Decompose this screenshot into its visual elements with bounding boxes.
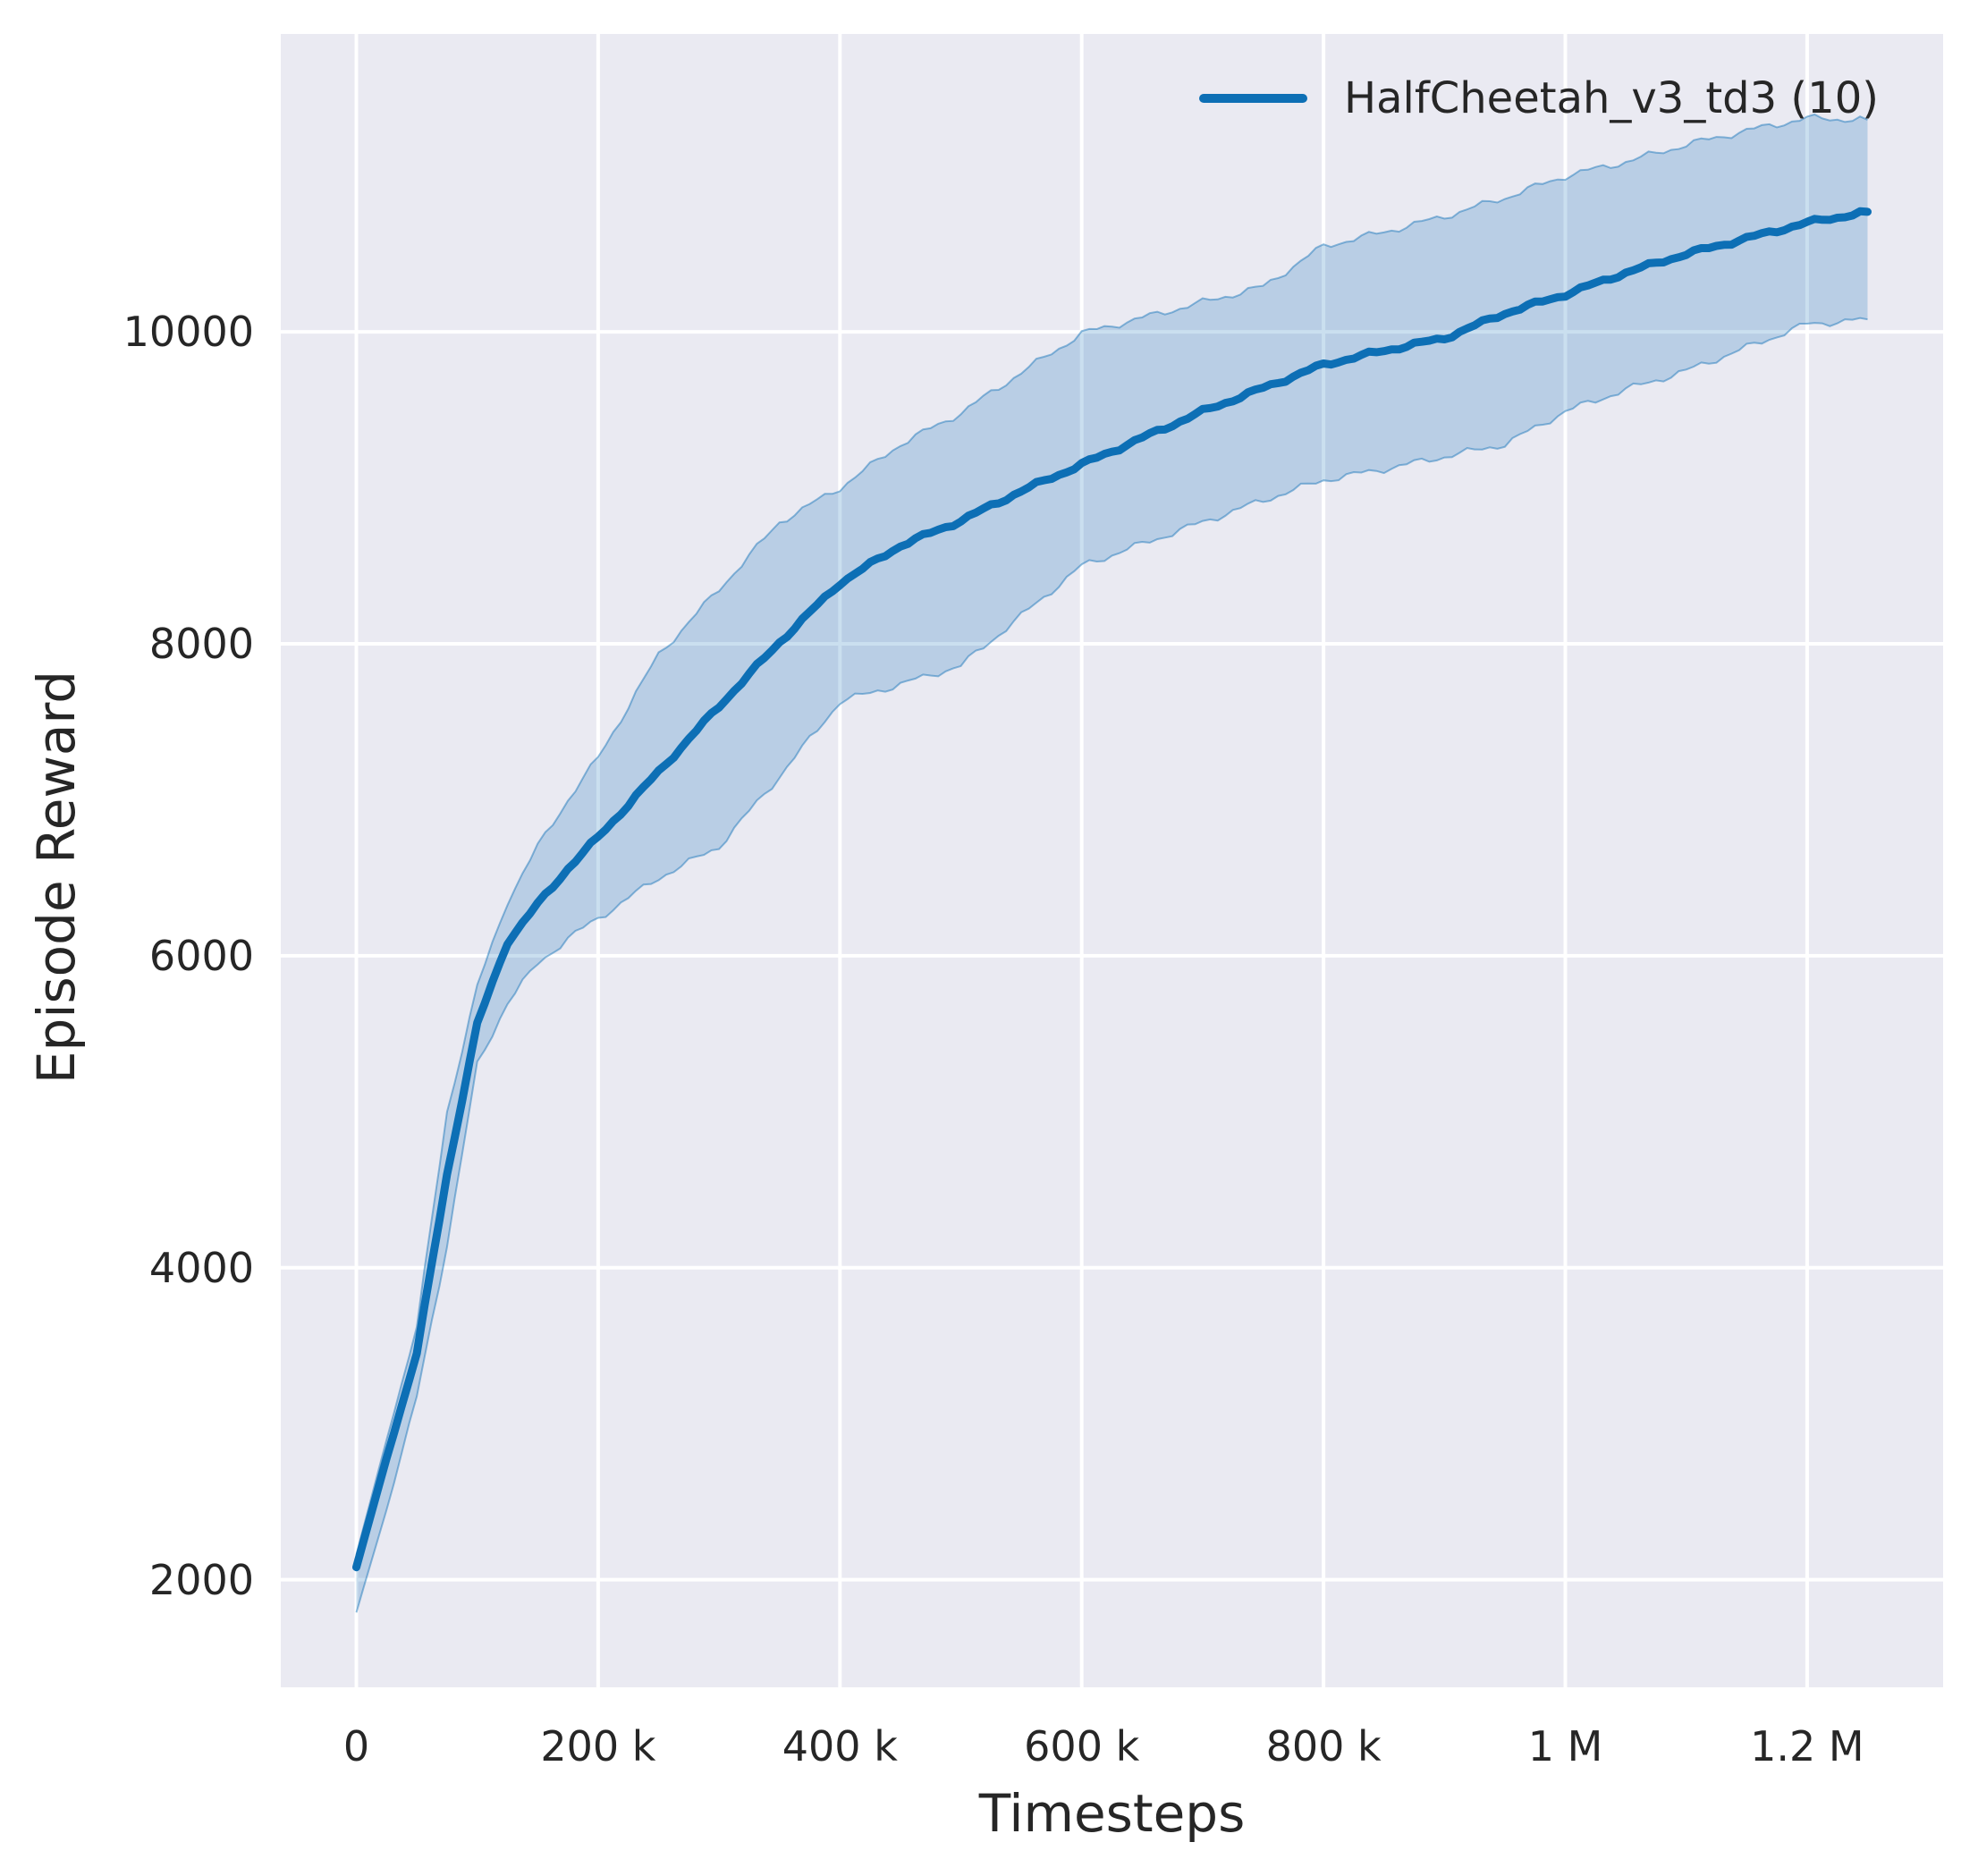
- y-axis-label: Episode Reward: [26, 670, 87, 1084]
- mean-line: [352, 207, 1872, 1572]
- x-tick-label: 0: [342, 1722, 370, 1770]
- y-tick-label: 10000: [123, 308, 254, 357]
- legend-line-swatch: [1199, 94, 1307, 103]
- plot-area: [281, 34, 1943, 1687]
- legend-series-label: HalfCheetah_v3_td3 (10): [1344, 73, 1879, 123]
- confidence-band: [356, 114, 1868, 1613]
- legend: HalfCheetah_v3_td3 (10): [1199, 70, 1879, 127]
- confidence-band-upper-edge: [355, 113, 1868, 1555]
- x-tick-label: 600 k: [1024, 1722, 1140, 1770]
- x-tick-label: 1.2 M: [1750, 1722, 1864, 1770]
- y-tick-label: 6000: [148, 931, 254, 980]
- y-tick-label: 2000: [148, 1555, 254, 1604]
- x-tick-label: 800 k: [1265, 1722, 1382, 1770]
- x-tick-label: 400 k: [782, 1722, 898, 1770]
- confidence-band-lower-edge: [355, 317, 1868, 1613]
- y-tick-label: 8000: [148, 620, 254, 669]
- x-tick-label: 1 M: [1527, 1722, 1603, 1770]
- x-tick-label: 200 k: [540, 1722, 656, 1770]
- x-axis-label: Timesteps: [978, 1783, 1246, 1844]
- y-tick-label: 4000: [148, 1243, 254, 1292]
